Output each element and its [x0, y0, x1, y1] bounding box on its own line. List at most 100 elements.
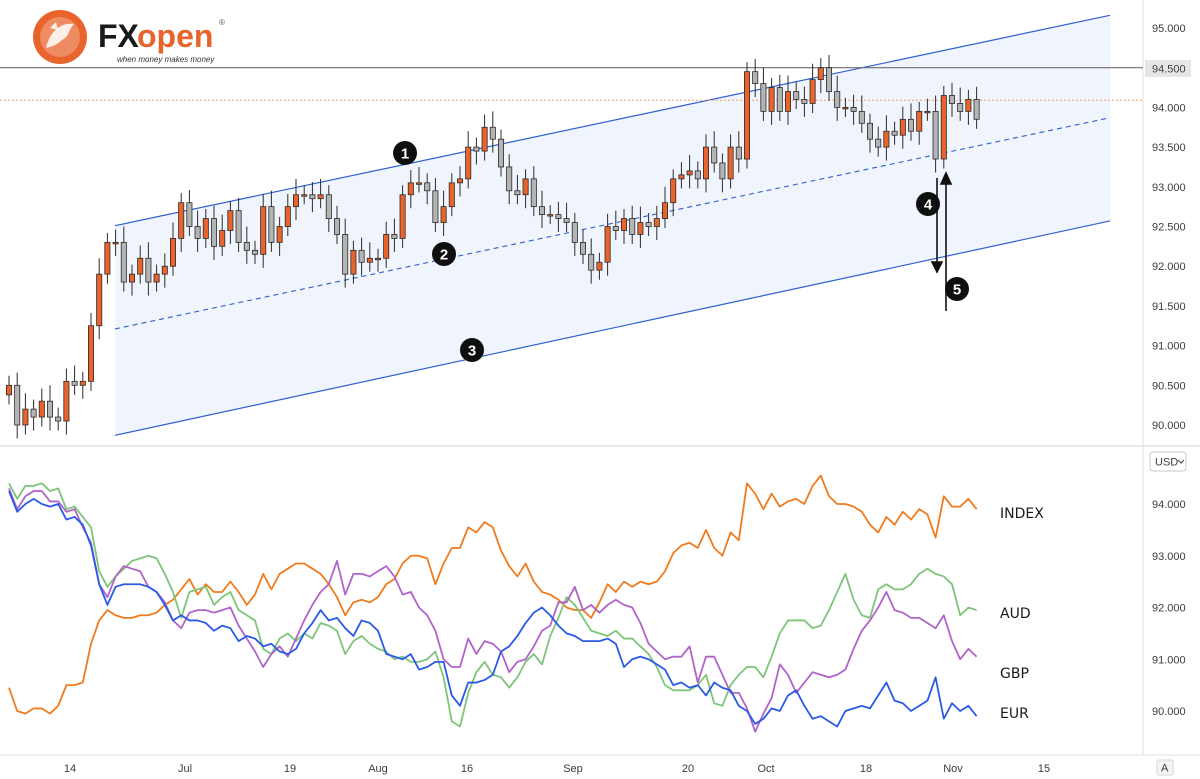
candle: [227, 201, 234, 244]
price-axis: 95.000 94.000 93.500 93.000 92.500 92.000 91.5…: [1152, 23, 1186, 432]
candle: [793, 81, 800, 109]
candle: [465, 131, 472, 189]
candle: [161, 253, 168, 288]
annotation-marker-3: 3: [460, 338, 484, 362]
time-tick-label: Jul: [178, 763, 192, 775]
candle: [112, 229, 119, 256]
fxopen-logo: FX open ® when money makes money: [33, 10, 225, 64]
candle: [514, 174, 521, 205]
candle: [309, 182, 316, 213]
candle: [235, 197, 242, 252]
candle: [432, 178, 439, 233]
price-tick-label: 91.000: [1152, 341, 1186, 353]
candle: [104, 232, 111, 284]
auto-scale-button[interactable]: A: [1156, 759, 1174, 776]
candle: [686, 155, 693, 189]
candle: [38, 388, 45, 427]
candle: [653, 205, 660, 240]
channel-lower-line[interactable]: [114, 220, 1111, 436]
logo-open: open: [137, 18, 213, 54]
candle: [145, 242, 152, 296]
candle: [22, 393, 29, 435]
series-line-index[interactable]: [8, 474, 978, 715]
candle: [391, 218, 398, 252]
channel-upper-line[interactable]: [114, 14, 1111, 227]
candle: [539, 190, 546, 229]
lower-tick-label: 92.000: [1152, 603, 1186, 615]
candle: [407, 170, 414, 209]
svg-text:1: 1: [401, 146, 409, 163]
lower-tick-label: 93.000: [1152, 551, 1186, 563]
candle: [785, 75, 792, 125]
time-tick-label: 20: [682, 763, 694, 775]
candle: [317, 178, 324, 209]
series-label-eur: EUR: [1000, 706, 1029, 722]
candle: [801, 86, 808, 117]
candle: [292, 178, 299, 221]
candle: [530, 166, 537, 217]
svg-text:5: 5: [953, 282, 961, 299]
candle: [867, 113, 874, 153]
annotation-marker-4: 4: [916, 192, 940, 216]
candle: [752, 58, 759, 98]
candle: [891, 121, 898, 145]
candle: [924, 98, 931, 121]
candle: [6, 375, 12, 405]
candle: [342, 218, 349, 288]
candle: [137, 245, 144, 284]
candle: [694, 161, 701, 189]
candle: [96, 258, 103, 340]
series-line-eur[interactable]: [8, 490, 978, 728]
series-line-gbp[interactable]: [8, 488, 978, 733]
annotation-marker-5: 5: [945, 277, 969, 301]
candle: [612, 210, 619, 240]
candle: [645, 213, 652, 237]
candle: [456, 166, 463, 197]
candle: [760, 67, 767, 121]
candle: [916, 101, 923, 145]
candle: [268, 190, 275, 252]
candle: [678, 162, 685, 189]
candle: [276, 216, 283, 256]
candle: [735, 131, 742, 173]
candle: [940, 85, 947, 169]
lower-price-axis: 94.000 93.000 92.000 91.000 90.000: [1152, 499, 1186, 718]
logo-fx: FX: [98, 18, 140, 54]
candle: [424, 173, 431, 205]
time-tick-label: 19: [284, 763, 296, 775]
candle: [325, 185, 332, 233]
price-tick-label: 95.000: [1152, 23, 1186, 35]
series-label-index: INDEX: [1000, 506, 1044, 522]
candle: [711, 131, 718, 173]
candle: [506, 154, 513, 205]
time-tick-label: Nov: [943, 763, 963, 775]
chevron-down-icon: [1177, 459, 1185, 464]
candle: [809, 63, 816, 113]
candle: [555, 201, 562, 233]
candle: [596, 252, 603, 280]
series-label-gbp: GBP: [1000, 666, 1029, 682]
candle: [571, 213, 578, 256]
candle: [744, 62, 751, 169]
currency-selector[interactable]: USD: [1149, 451, 1187, 472]
price-tick-label: 94.000: [1152, 102, 1186, 114]
currency-selector-label: USD: [1155, 457, 1178, 469]
candle: [875, 126, 882, 157]
candle: [481, 114, 488, 161]
candle: [301, 185, 308, 205]
series-line-aud[interactable]: [8, 482, 977, 728]
candle: [210, 205, 217, 260]
candle: [47, 385, 54, 431]
candle: [63, 368, 70, 435]
time-tick-label: Oct: [757, 763, 774, 775]
candle: [219, 214, 226, 256]
currency-lines: [8, 474, 978, 733]
candle: [202, 209, 209, 248]
candle: [604, 213, 611, 276]
candle: [727, 134, 734, 189]
candle: [186, 189, 193, 237]
candle: [842, 97, 849, 117]
candle: [473, 137, 480, 165]
candle: [415, 166, 422, 193]
